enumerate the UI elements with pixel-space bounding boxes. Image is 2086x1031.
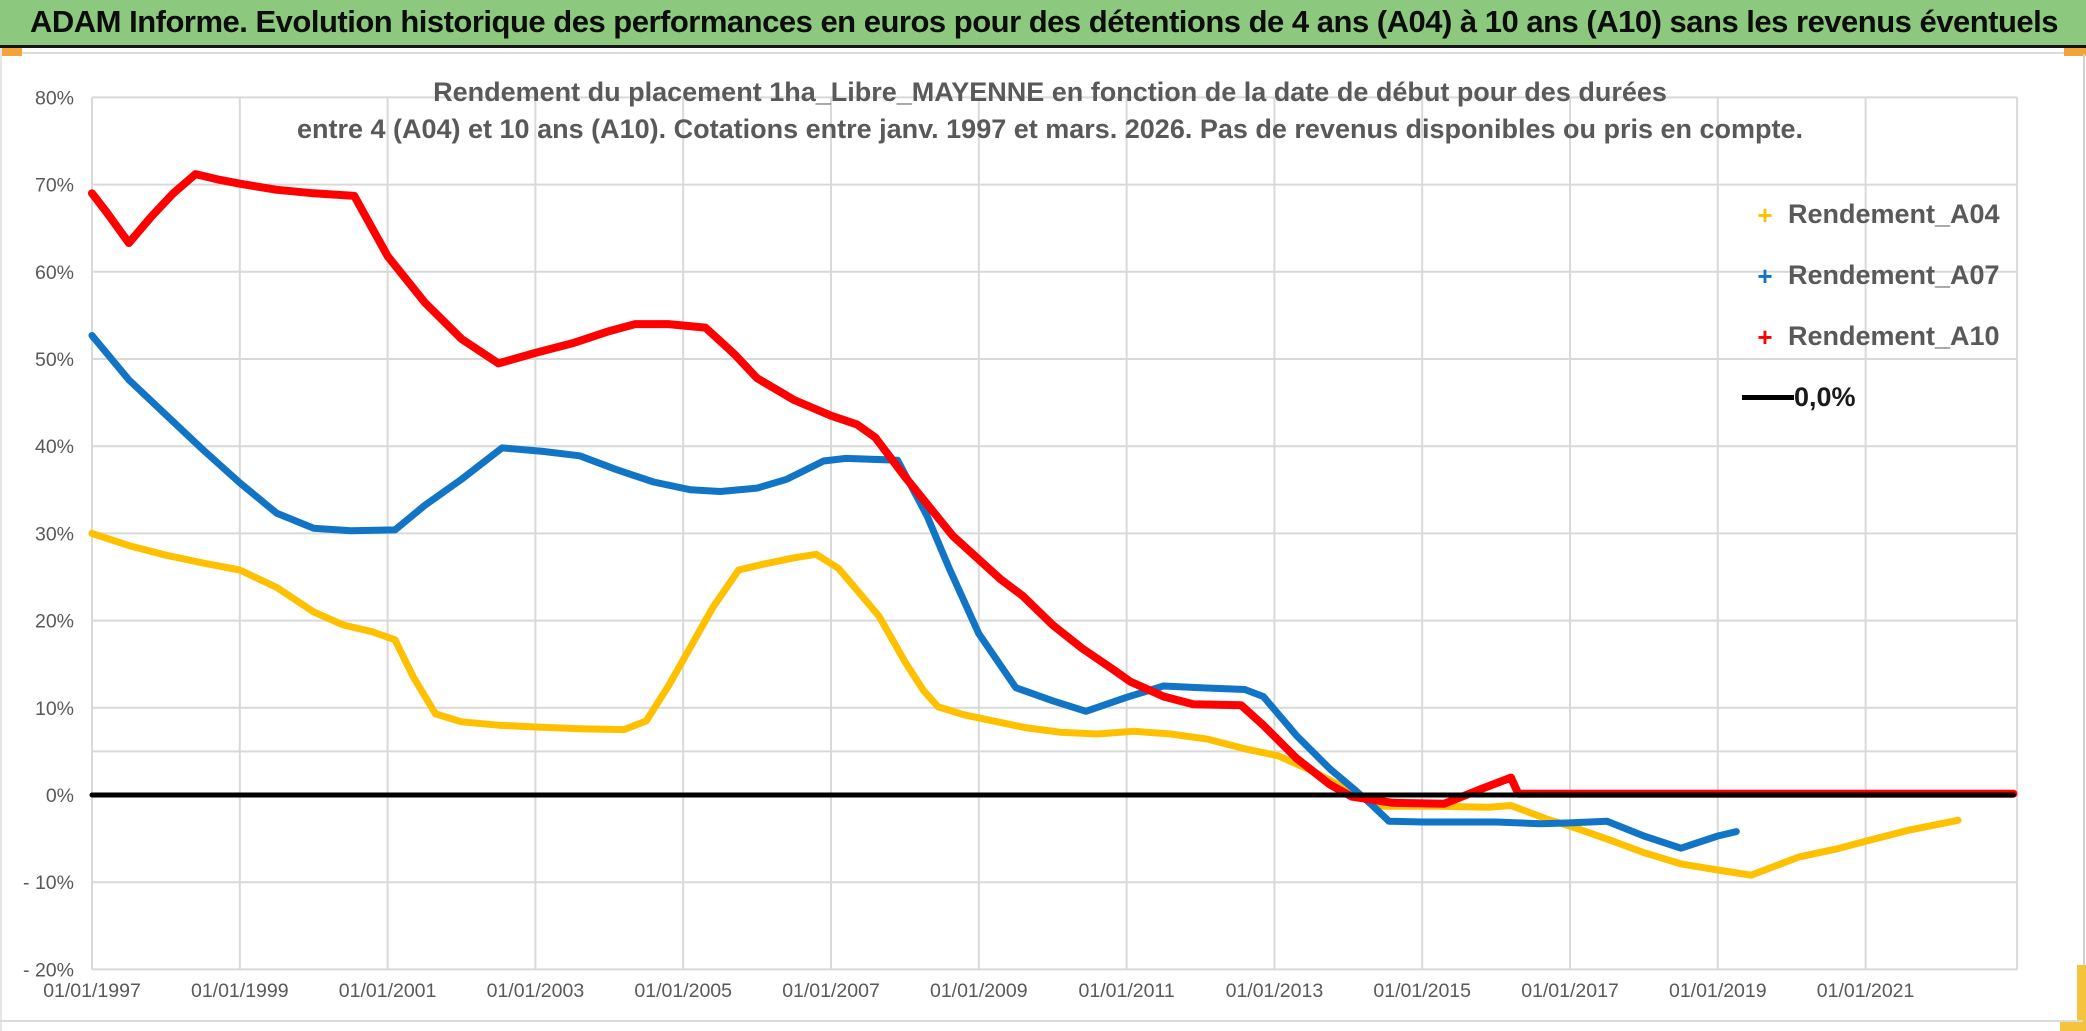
x-axis-tick-label: 01/01/2005 [634,980,732,1002]
chart-title-line2: entre 4 (A04) et 10 ans (A10). Cotations… [296,114,1804,144]
plus-marker-icon-a07: + [1757,260,1773,291]
left-accent-notch [0,48,22,56]
x-axis-tick-label: 01/01/2007 [782,980,880,1002]
series-line-rendement-a10[interactable] [88,170,2018,808]
x-axis-tick-label: 01/01/2003 [487,980,585,1002]
right-gold-strip[interactable] [2077,965,2086,1031]
title-bar: ADAM Informe. Evolution historique des p… [0,0,2086,48]
right-window-edge [2083,54,2085,965]
y-axis-tick-label: 50% [35,349,74,371]
x-axis-tick-label: 01/01/2015 [1373,980,1471,1002]
x-axis-tick-label: 01/01/2019 [1669,980,1767,1002]
y-axis-tick-label: - 20% [23,959,74,981]
y-axis-tick-label: 70% [35,175,74,197]
window-title: ADAM Informe. Evolution historique des p… [30,4,2059,39]
chart-title: Rendement du placement 1ha_Libre_MAYENNE… [240,74,1860,148]
top-divider [22,52,2064,54]
x-axis-tick-label: 01/01/2013 [1226,980,1324,1002]
bottom-divider [0,1020,2083,1022]
left-window-edge [0,48,2,1031]
right-accent-notch [2064,48,2086,56]
legend-label: 0,0% [1794,382,1856,412]
x-axis-tick-label: 01/01/2021 [1817,980,1915,1002]
x-axis-tick-label: 01/01/2011 [1079,980,1175,1002]
x-axis-tick-label: 01/01/1999 [191,980,289,1002]
y-axis-tick-label: 80% [35,87,74,109]
x-axis-tick-label: 01/01/2009 [930,980,1028,1002]
legend-item-a10[interactable]: + Rendement_A10 [1742,306,2042,367]
black-line-swatch-icon [1742,395,1794,400]
y-axis-tick-label: 40% [35,436,74,458]
legend-label: Rendement_A04 [1788,199,2000,229]
series-line-rendement-a04[interactable] [88,529,1962,879]
plus-marker-icon-a10: + [1757,321,1773,352]
legend-label: Rendement_A10 [1788,321,2000,351]
y-axis-tick-label: 10% [35,698,74,720]
y-axis-tick-label: 0% [46,785,74,807]
legend-item-a04[interactable]: + Rendement_A04 [1742,184,2042,245]
chart-title-line1: Rendement du placement 1ha_Libre_MAYENNE… [433,77,1667,107]
x-axis-tick-label: 01/01/1997 [43,980,141,1002]
series-line-rendement-a07[interactable] [88,332,1740,852]
x-axis-tick-label: 01/01/2017 [1521,980,1619,1002]
legend-item-zero[interactable]: 0,0% [1742,367,2042,428]
legend-label: Rendement_A07 [1788,260,2000,290]
chart-legend: + Rendement_A04 + Rendement_A07 + Rendem… [1742,184,2042,428]
plus-marker-icon-a04: + [1757,199,1773,230]
x-axis-tick-label: 01/01/2001 [339,980,437,1002]
legend-item-a07[interactable]: + Rendement_A07 [1742,245,2042,306]
y-axis-tick-label: 20% [35,611,74,633]
y-axis-tick-label: - 10% [23,872,74,894]
y-axis-tick-label: 60% [35,262,74,284]
bottom-gold-strip[interactable] [2060,1022,2086,1031]
y-axis-tick-label: 30% [35,523,74,545]
